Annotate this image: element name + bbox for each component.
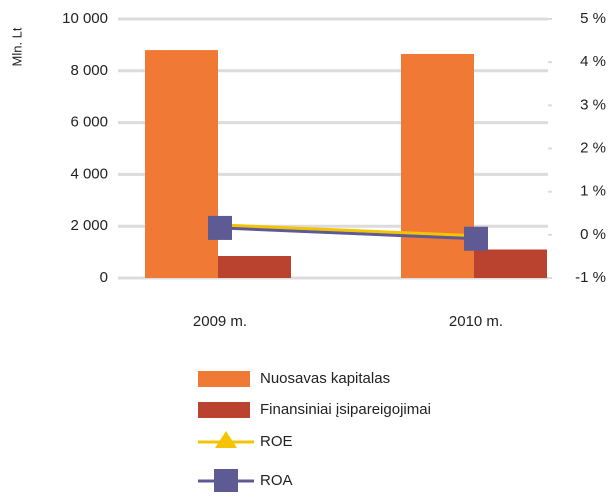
bar	[401, 53, 474, 279]
bar	[474, 249, 547, 278]
y-tick-label: 4 000	[70, 165, 108, 182]
y-tick-label: 8 000	[70, 62, 108, 79]
legend-marker	[214, 469, 238, 493]
y2-tick-label: 5 %	[580, 10, 606, 27]
y-tick-label: 0	[100, 269, 108, 286]
x-tick-label: 2009 m.	[193, 313, 247, 330]
legend-label: ROE	[260, 433, 293, 450]
y-tick-label: 10 000	[62, 10, 108, 27]
y2-tick-label: 4 %	[580, 53, 606, 70]
y-axis-label: Mln. Lt	[9, 27, 24, 66]
y2-tick-label: 3 %	[580, 96, 606, 113]
bar	[218, 255, 291, 278]
legend-swatch	[198, 371, 250, 387]
y-tick-label: 2 000	[70, 217, 108, 234]
y2-tick-label: -1 %	[575, 269, 606, 286]
marker	[208, 215, 232, 240]
x-tick-label: 2010 m.	[449, 313, 503, 330]
y2-tick-label: 1 %	[580, 183, 606, 200]
legend-label: Finansiniai įsipareigojimai	[260, 401, 431, 418]
legend-marker	[215, 431, 237, 448]
y2-tick-label: 0 %	[580, 226, 606, 243]
line	[219, 223, 477, 238]
legend-swatch	[198, 402, 250, 418]
line	[219, 226, 477, 241]
bar	[145, 50, 218, 278]
y2-tick-label: 2 %	[580, 139, 606, 156]
legend-label: ROA	[260, 472, 293, 489]
y-tick-label: 6 000	[70, 114, 108, 131]
legend-label: Nuosavas kapitalas	[260, 370, 390, 387]
marker	[464, 226, 488, 251]
